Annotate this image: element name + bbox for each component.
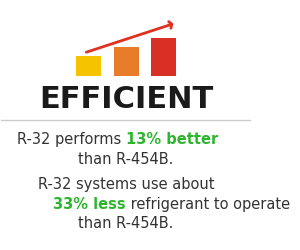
Text: refrigerant to operate: refrigerant to operate — [126, 196, 290, 212]
Text: than R-454B.: than R-454B. — [78, 216, 174, 232]
Text: EFFICIENT: EFFICIENT — [39, 86, 213, 114]
FancyBboxPatch shape — [151, 38, 176, 76]
FancyBboxPatch shape — [114, 47, 139, 76]
Text: R-32 performs: R-32 performs — [17, 132, 126, 147]
Text: 13% better: 13% better — [126, 132, 218, 147]
Text: 33% less: 33% less — [53, 196, 126, 212]
FancyBboxPatch shape — [76, 56, 101, 76]
Text: R-32 systems use about: R-32 systems use about — [38, 177, 214, 192]
Text: than R-454B.: than R-454B. — [78, 152, 174, 167]
